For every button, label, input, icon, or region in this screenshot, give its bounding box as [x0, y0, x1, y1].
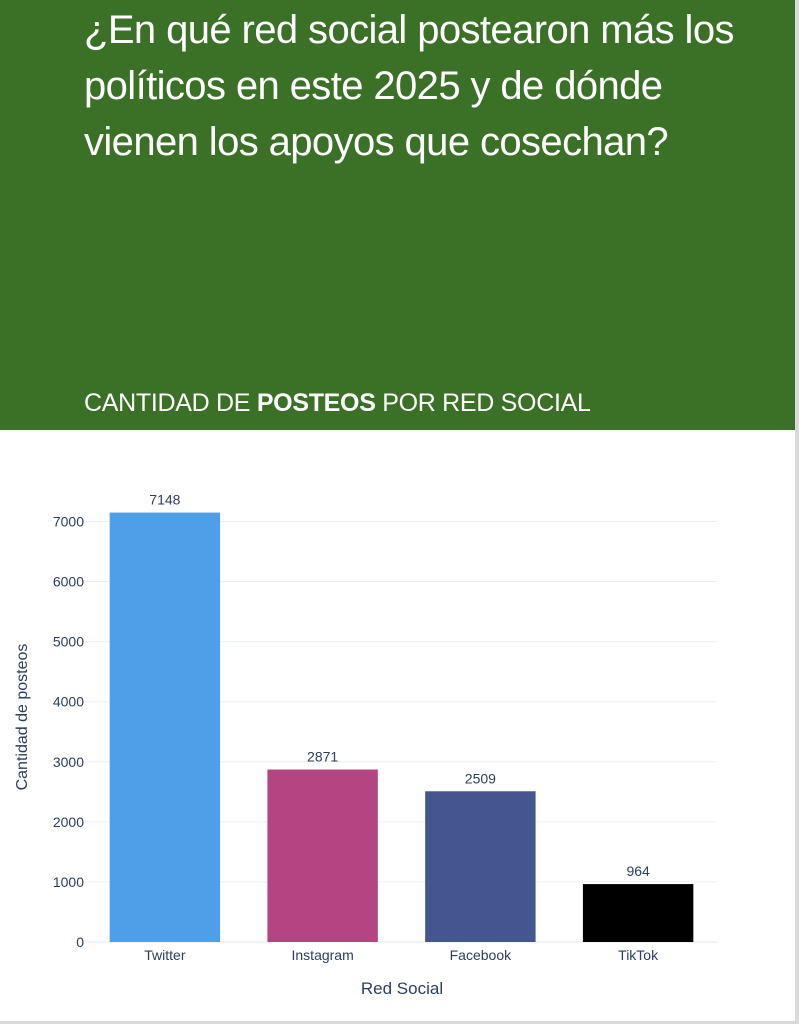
subtitle-prefix: CANTIDAD DE: [84, 389, 257, 417]
x-tick-label: Twitter: [144, 947, 186, 963]
bar-tiktok: [582, 884, 694, 942]
subtitle-bold: POSTEOS: [256, 389, 376, 417]
y-tick-label: 3000: [53, 754, 84, 770]
data-label: 7148: [149, 492, 180, 508]
y-tick-label: 5000: [53, 634, 84, 650]
x-tick-label: Facebook: [450, 947, 512, 963]
x-axis-ticks: Twitter Instagram Facebook TikTok: [144, 947, 659, 963]
y-tick-label: 6000: [53, 574, 84, 590]
y-tick-label: 4000: [53, 694, 84, 710]
bar-instagram: [267, 769, 378, 942]
chart-subtitle: CANTIDAD DE POSTEOS POR RED SOCIAL: [84, 386, 591, 420]
subtitle-suffix: POR RED SOCIAL: [375, 389, 591, 417]
y-tick-label: 2000: [53, 814, 84, 830]
x-tick-label: TikTok: [618, 947, 659, 963]
header-banner: ¿En qué red social postearon más los pol…: [0, 0, 795, 430]
data-label: 2509: [465, 770, 496, 786]
bar-facebook: [425, 791, 536, 942]
x-tick-label: Instagram: [292, 947, 354, 963]
data-label: 964: [626, 863, 650, 879]
data-label: 2871: [307, 749, 338, 765]
headline: ¿En qué red social postearon más los pol…: [84, 8, 734, 164]
bar-chart: 0 1000 2000 3000 4000 5000 6000 7000 7148 2871 25…: [14, 492, 717, 998]
y-tick-label: 0: [76, 934, 84, 950]
bar-twitter: [109, 512, 221, 942]
x-axis-label: Red Social: [361, 979, 443, 998]
y-tick-label: 7000: [53, 513, 84, 529]
data-labels: 7148 2871 2509 964: [149, 492, 650, 880]
y-tick-label: 1000: [53, 874, 84, 890]
y-axis-label: Cantidad de posteos: [14, 644, 31, 791]
bars: [109, 512, 694, 942]
y-axis-ticks: 0 1000 2000 3000 4000 5000 6000 7000: [53, 513, 84, 950]
